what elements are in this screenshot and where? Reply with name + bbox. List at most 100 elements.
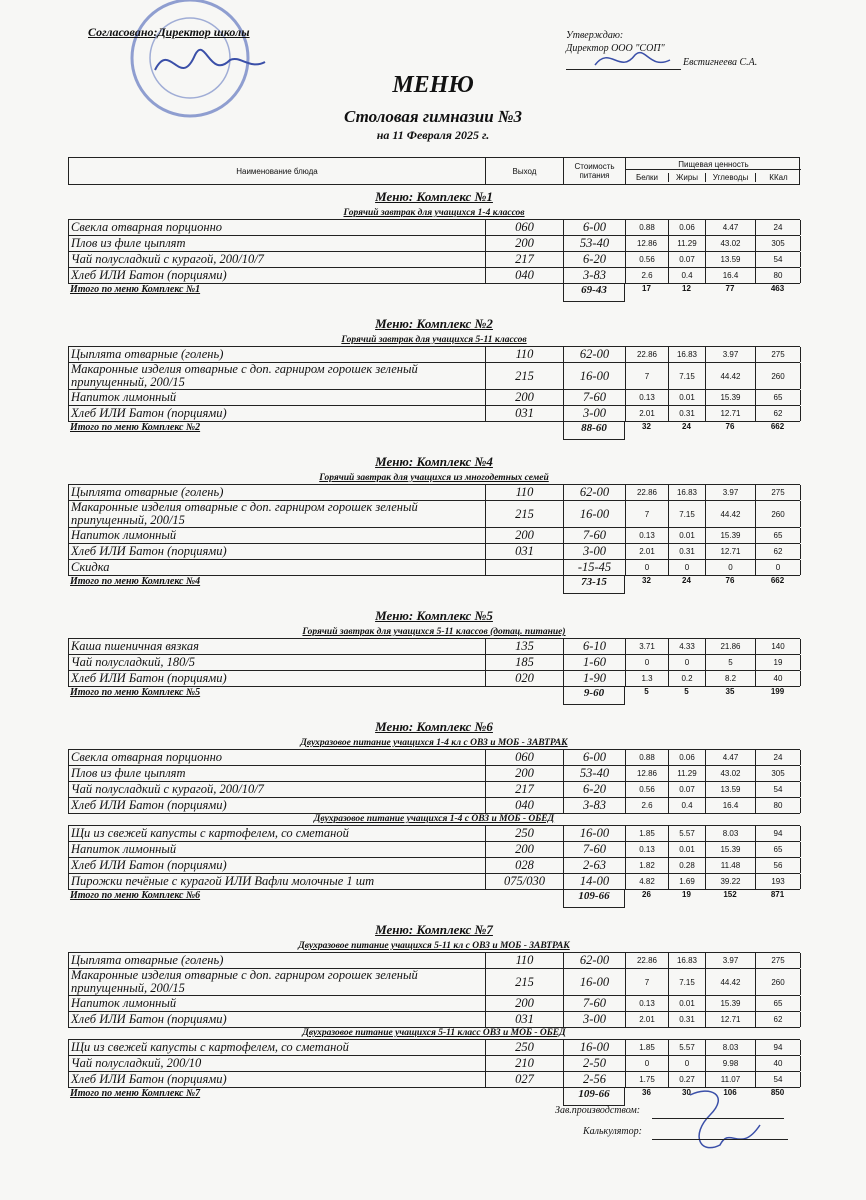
fat: 5.57 — [669, 826, 706, 841]
nutrition-header: Пищевая ценность Белки Жиры Углеводы ККа… — [626, 158, 801, 184]
dish-name: Чай полусладкий, 180/5 — [69, 655, 486, 670]
dish-price: 6-00 — [564, 750, 626, 765]
carbs: 21.86 — [706, 639, 756, 654]
dish-yield: 040 — [486, 798, 564, 813]
fat: 5.57 — [669, 1040, 706, 1055]
carbs: 3.97 — [706, 347, 756, 362]
dish-yield: 110 — [486, 347, 564, 362]
carbs: 39.22 — [706, 874, 756, 889]
menu-row: Свекла отварная порционно 060 6-00 0.88 0.06… — [68, 219, 801, 235]
production-label: Зав.производством: — [555, 1105, 641, 1116]
carbs: 44.42 — [706, 969, 756, 995]
fat: 0.01 — [669, 390, 706, 405]
kcal: 54 — [756, 1072, 801, 1087]
fat: 0.4 — [669, 268, 706, 283]
kcal: 65 — [756, 390, 801, 405]
kcal: 62 — [756, 406, 801, 421]
carbs: 15.39 — [706, 842, 756, 857]
total-label: Итого по меню Комплекс №2 — [70, 422, 201, 433]
total-row: Итого по меню Комплекс №5 9-60 5 5 35 199 — [68, 687, 800, 705]
total-carbs: 35 — [725, 687, 735, 696]
fat: 7.15 — [669, 969, 706, 995]
carbs: 4.47 — [706, 220, 756, 235]
fat: 16.83 — [669, 485, 706, 500]
menu-row: Цыплята отварные (голень) 110 62-00 22.86 16… — [68, 952, 801, 968]
dish-price: 7-60 — [564, 996, 626, 1011]
dish-price: 14-00 — [564, 874, 626, 889]
dish-name: Чай полусладкий с курагой, 200/10/7 — [69, 782, 486, 797]
kcal: 65 — [756, 996, 801, 1011]
total-fat: 24 — [682, 422, 691, 431]
spacer — [68, 302, 800, 312]
spacer — [68, 1106, 800, 1116]
dish-price: 53-40 — [564, 236, 626, 251]
header-cell: Жиры — [669, 173, 706, 182]
menu-row: Напиток лимонный 200 7-60 0.13 0.01 15.39 65 — [68, 389, 801, 405]
subtitle: Столовая гимназии №3 — [343, 107, 523, 126]
carbs: 8.03 — [706, 826, 756, 841]
sign-line — [566, 69, 681, 70]
protein: 0.88 — [626, 220, 669, 235]
protein: 4.82 — [626, 874, 669, 889]
dish-price: 3-00 — [564, 1012, 626, 1027]
dish-yield: 020 — [486, 671, 564, 686]
spacer — [68, 908, 800, 918]
menu-row: Чай полусладкий с курагой, 200/10/7 217 6-… — [68, 781, 801, 797]
dish-price: 16-00 — [564, 363, 626, 389]
dish-name: Скидка — [69, 560, 486, 575]
header-cell: ККал — [769, 173, 788, 182]
protein: 22.86 — [626, 347, 669, 362]
dish-yield — [486, 560, 564, 575]
dish-yield: 200 — [486, 236, 564, 251]
menu-row: Цыплята отварные (голень) 110 62-00 22.86 16… — [68, 346, 801, 362]
header-cell: Пищевая ценность — [626, 160, 801, 170]
dish-price: 1-60 — [564, 655, 626, 670]
dish-yield: 027 — [486, 1072, 564, 1087]
total-carbs: 77 — [725, 284, 735, 293]
menu-row: Щи из свежей капусты с картофелем, со см… — [68, 825, 801, 841]
dish-yield: 110 — [486, 485, 564, 500]
section-title: Меню: Комплекс №2 — [375, 316, 493, 331]
dish-price: 6-20 — [564, 252, 626, 267]
dish-price: 62-00 — [564, 485, 626, 500]
total-fat: 24 — [682, 576, 691, 585]
fat: 0.2 — [669, 671, 706, 686]
carbs: 8.03 — [706, 1040, 756, 1055]
protein: 0.13 — [626, 842, 669, 857]
menu-row: Хлеб ИЛИ Батон (порциями) 027 2-56 1.75 0.27… — [68, 1071, 801, 1087]
dish-name: Щи из свежей капусты с картофелем, со см… — [69, 1040, 486, 1055]
protein: 0.56 — [626, 782, 669, 797]
kcal: 0 — [756, 560, 801, 575]
total-label: Итого по меню Комплекс №7 — [70, 1088, 201, 1099]
table-header: Наименование блюда Выход Стоимость питан… — [68, 157, 801, 185]
header-cell: Выход — [486, 158, 564, 184]
fat: 0 — [669, 655, 706, 670]
menu-row: Щи из свежей капусты с картофелем, со см… — [68, 1039, 801, 1055]
group-title: Горячий завтрак для учащихся из многодет… — [319, 473, 549, 483]
group-rows: Цыплята отварные (голень) 110 62-00 22.86 16… — [68, 484, 801, 576]
title: МЕНЮ — [392, 72, 474, 98]
dish-name: Каша пшеничная вязкая — [69, 639, 486, 654]
total-fat: 19 — [682, 890, 691, 899]
menu-row: Каша пшеничная вязкая 135 6-10 3.71 4.33 21.8… — [68, 638, 801, 654]
fat: 0 — [669, 1056, 706, 1071]
section-title: Меню: Комплекс №5 — [375, 608, 493, 623]
total-row: Итого по меню Комплекс №1 69-43 17 12 77 463 — [68, 284, 800, 302]
protein: 22.86 — [626, 485, 669, 500]
carbs: 11.48 — [706, 858, 756, 873]
total-row: Итого по меню Комплекс №2 88-60 32 24 76 662 — [68, 422, 800, 440]
total-carbs: 76 — [725, 576, 735, 585]
dish-name: Хлеб ИЛИ Батон (порциями) — [69, 1072, 486, 1087]
dish-name: Хлеб ИЛИ Батон (порциями) — [69, 406, 486, 421]
kcal: 80 — [756, 268, 801, 283]
kcal: 56 — [756, 858, 801, 873]
total-protein: 32 — [642, 576, 651, 585]
agreed: Согласовано:Директор школы — [88, 25, 250, 39]
menu-row: Хлеб ИЛИ Батон (порциями) 040 3-83 2.6 0.4 16… — [68, 797, 801, 813]
fat: 0.01 — [669, 842, 706, 857]
fat: 16.83 — [669, 347, 706, 362]
dish-name: Напиток лимонный — [69, 390, 486, 405]
carbs: 0 — [706, 560, 756, 575]
fat: 0 — [669, 560, 706, 575]
kcal: 80 — [756, 798, 801, 813]
